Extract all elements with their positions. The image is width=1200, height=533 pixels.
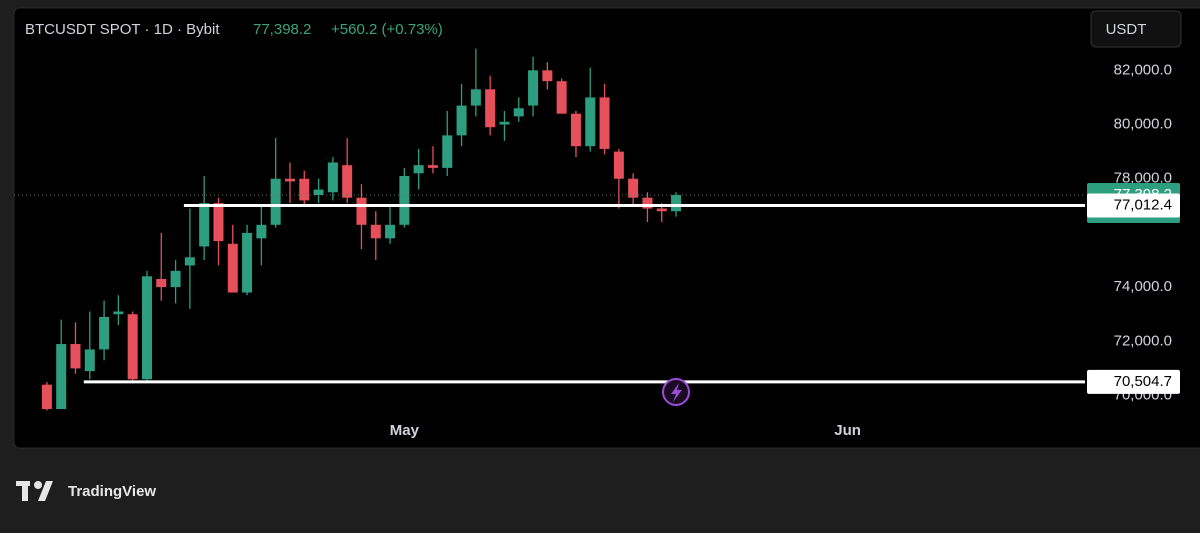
candle-body xyxy=(99,316,110,350)
x-tick-label: Jun xyxy=(834,422,861,439)
y-tick-label: 78,000.0 xyxy=(1114,170,1172,187)
candle-body xyxy=(413,165,424,174)
candle-body xyxy=(127,314,138,380)
candle-body xyxy=(270,178,281,225)
symbol: BTCUSDT SPOT · 1D · Bybit xyxy=(25,21,220,38)
brand-logo xyxy=(16,481,53,501)
candle-body xyxy=(485,89,496,128)
header-price: 77,398.2 xyxy=(253,21,311,38)
candle-body xyxy=(456,105,467,136)
candle-body xyxy=(427,165,438,168)
candle-body xyxy=(242,232,253,293)
currency-button[interactable] xyxy=(1090,10,1182,48)
candle-body xyxy=(585,97,596,147)
candle-body xyxy=(141,276,152,380)
candle-body xyxy=(370,224,381,239)
candle-body xyxy=(113,311,124,315)
candle-body xyxy=(556,81,567,114)
candle-body xyxy=(284,178,295,182)
level-label: 77,012.4 xyxy=(1114,196,1172,213)
candle-body xyxy=(184,257,195,266)
candle-body xyxy=(570,113,581,147)
candle-body xyxy=(399,176,410,225)
candle-body xyxy=(528,70,539,106)
candle-body xyxy=(385,224,396,239)
currency[interactable]: USDT xyxy=(1106,21,1147,38)
candle-body xyxy=(327,162,338,193)
candle-body xyxy=(470,89,481,106)
candle-body xyxy=(513,108,524,117)
candle-body xyxy=(156,278,167,288)
candle-body xyxy=(499,121,510,125)
candle-body xyxy=(613,151,624,179)
level-label: 70,504.7 xyxy=(1114,373,1172,390)
y-tick-label: 82,000.0 xyxy=(1114,61,1172,78)
chart-panel xyxy=(13,7,1200,449)
candle-body xyxy=(313,189,324,195)
candle-body xyxy=(656,208,667,212)
candle-body xyxy=(41,384,52,410)
candle-body xyxy=(442,135,453,168)
header-change: +560.2 (+0.73%) xyxy=(331,21,443,38)
candle-body xyxy=(356,197,367,225)
candle-body xyxy=(599,97,610,149)
candle-body xyxy=(213,203,224,242)
candle-body xyxy=(628,178,639,198)
candle-body xyxy=(342,165,353,198)
y-tick-label: 80,000.0 xyxy=(1114,115,1172,132)
candle-body xyxy=(199,203,210,247)
y-tick-label: 72,000.0 xyxy=(1114,332,1172,349)
y-tick-label: 74,000.0 xyxy=(1114,278,1172,295)
candle-body xyxy=(70,344,81,369)
brand: TradingView xyxy=(68,483,156,500)
candle-body xyxy=(227,243,238,293)
candle-body xyxy=(84,349,95,372)
candle-body xyxy=(542,70,553,82)
candle-body xyxy=(56,344,67,410)
level-tag xyxy=(1087,369,1180,394)
level-tag xyxy=(1087,193,1180,218)
candle-body xyxy=(256,224,267,239)
plot: 70,000.072,000.074,000.078,000.080,000.0… xyxy=(14,48,1180,439)
x-tick-label: May xyxy=(390,422,420,439)
candle-body xyxy=(642,197,653,209)
candle-body xyxy=(671,195,682,212)
alert-icon[interactable] xyxy=(662,378,690,406)
candle-body xyxy=(299,178,310,201)
candle-body xyxy=(170,270,181,288)
